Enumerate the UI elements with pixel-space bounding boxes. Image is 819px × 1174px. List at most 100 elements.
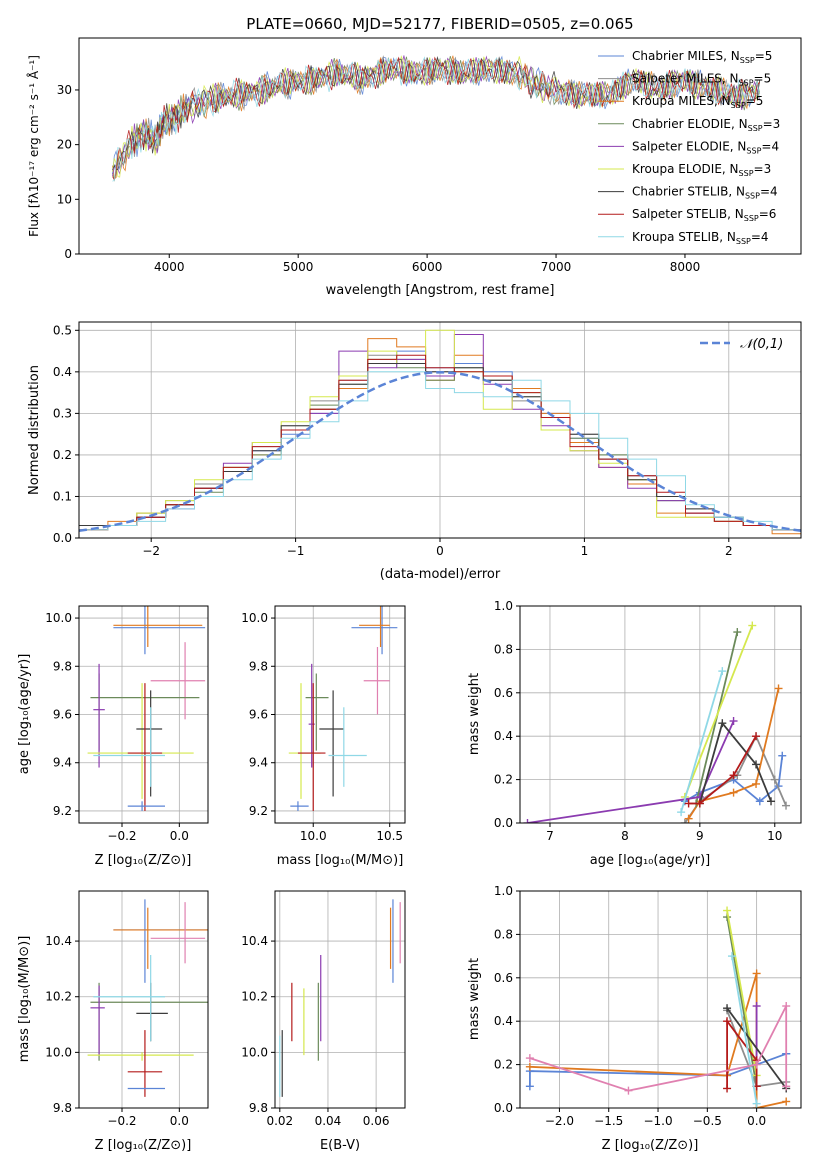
weight-marker: [723, 906, 732, 915]
data-point: [305, 673, 329, 751]
data-point: [328, 707, 367, 787]
legend-entry: Salpeter ELODIE, NSSP=4: [632, 139, 779, 155]
weight-marker: [729, 788, 738, 797]
x-tick-label: 1: [581, 544, 589, 558]
y-tick-label: 0.4: [53, 365, 72, 379]
y-tick-label: 9.8: [249, 659, 268, 673]
legend-entry: Chabrier ELODIE, NSSP=3: [632, 117, 780, 133]
x-tick-label: 0.04: [315, 1114, 342, 1128]
mass-age-xlabel: mass [log₁₀(M/M⊙)]: [277, 853, 404, 868]
x-tick-label: 9: [696, 829, 704, 843]
x-tick-label: −2.0: [545, 1114, 574, 1128]
axes-frame: [78, 321, 802, 539]
age-weight-panel: 7 8 9 10 0.0 0.2 0.4 0.6 0.8 1.0 age [log₁₀(age/y…: [467, 599, 802, 868]
age-weight-ylabel: mass weight: [467, 673, 482, 755]
weight-marker: [729, 771, 738, 780]
y-tick-label: 10: [57, 192, 72, 206]
weight-series-line: [684, 755, 784, 803]
data-point: [93, 707, 165, 787]
data-point: [93, 663, 105, 768]
x-tick-label: 8000: [670, 260, 701, 274]
residual-ylabel: Normed distribution: [27, 365, 42, 495]
weight-series-line: [726, 910, 758, 1076]
x-tick-label: 7000: [541, 260, 572, 274]
weight-lines: [525, 906, 791, 1108]
spectrum-series-line: [112, 56, 761, 182]
weight-marker: [723, 1017, 732, 1026]
x-tick-label: −1: [287, 544, 305, 558]
normal-reference-curve: [79, 371, 801, 532]
ebv-mass-xlabel: E(B-V): [320, 1138, 360, 1153]
data-point: [308, 663, 315, 768]
data-point: [127, 801, 165, 811]
x-tick-label: 6000: [412, 260, 443, 274]
weight-marker: [723, 1084, 732, 1093]
x-tick-label: −1.0: [643, 1114, 672, 1128]
weight-marker: [727, 952, 736, 961]
weight-marker: [782, 1097, 791, 1106]
weight-series-line: [726, 1007, 787, 1090]
z-mass-panel: −0.2 0.0 9.8 10.0 10.2 10.4 Z [log₁₀(Z/Z⊙)] m…: [17, 890, 209, 1153]
y-tick-label: 0.2: [53, 448, 72, 462]
y-tick-label: 0.6: [494, 971, 513, 985]
weight-marker: [752, 779, 761, 788]
mass-age-panel: 10.0 10.5 9.2 9.4 9.6 9.8 10.0 mass [log₁₀(M/M…: [241, 605, 406, 868]
x-tick-label: 10.5: [376, 829, 403, 843]
x-tick-label: 7: [546, 829, 554, 843]
weight-marker: [729, 717, 738, 726]
z-mass-xlabel: Z [log₁₀(Z/Z⊙)]: [95, 1138, 192, 1153]
y-tick-label: 9.2: [53, 804, 72, 818]
y-tick-label: 0.6: [494, 686, 513, 700]
y-tick-label: 0.4: [494, 729, 513, 743]
weight-marker: [767, 797, 776, 806]
weight-marker: [695, 799, 704, 808]
data-point: [113, 907, 208, 969]
legend-entry: Salpeter MILES, NSSP=5: [632, 72, 771, 88]
x-tick-label: 0: [436, 544, 444, 558]
x-tick-label: 5000: [283, 260, 314, 274]
axes-frame: [519, 605, 802, 824]
z-age-panel: −0.2 0.09.29.49.69.810.0 Z [log₁₀(Z/Z⊙)] …: [17, 605, 209, 868]
legend-entry: Chabrier MILES, NSSP=5: [632, 49, 772, 65]
y-tick-label: 0.1: [53, 489, 72, 503]
x-tick-label: 8: [621, 829, 629, 843]
x-tick-label: 0.0: [170, 829, 189, 843]
weight-marker: [752, 969, 761, 978]
weight-marker: [752, 1099, 761, 1108]
y-tick-label: 0: [64, 247, 72, 261]
data-point: [87, 1052, 194, 1061]
weight-marker: [677, 808, 686, 817]
x-tick-label: 10: [767, 829, 782, 843]
data-point: [113, 606, 206, 655]
data-point: [93, 954, 165, 1042]
weight-series-line: [698, 721, 772, 804]
z-weight-xlabel: Z [log₁₀(Z/Z⊙)]: [602, 1138, 699, 1153]
x-tick-label: 0.06: [363, 1114, 390, 1128]
data-point: [150, 902, 206, 964]
y-tick-label: 0.5: [53, 323, 72, 337]
y-tick-label: 10.0: [45, 1045, 72, 1059]
y-tick-label: 10.0: [241, 611, 268, 625]
weight-marker: [770, 775, 779, 784]
spectrum-ylabel: Flux [fλ10⁻¹⁷ erg cm⁻² s⁻¹ Å⁻¹]: [26, 55, 41, 237]
age-weight-xlabel: age [log₁₀(age/yr)]: [590, 853, 711, 868]
y-tick-label: 9.8: [53, 659, 72, 673]
y-tick-label: 1.0: [494, 599, 513, 613]
axes-frame: [78, 605, 209, 824]
weight-marker: [782, 1002, 791, 1011]
spectrum-series-line: [112, 56, 761, 171]
spectrum-xlabel: wavelength [Angstrom, rest frame]: [326, 283, 555, 298]
y-tick-label: 0.0: [53, 531, 72, 545]
weight-marker: [778, 751, 787, 760]
weight-marker: [782, 1082, 791, 1091]
z-weight-ylabel: mass weight: [467, 958, 482, 1040]
axes-frame: [78, 890, 209, 1109]
y-tick-label: 10.2: [45, 990, 72, 1004]
x-tick-label: −0.5: [693, 1114, 722, 1128]
residual-panel: −2 −1 0 1 2 0.0 0.1 0.2 0.3 0.4 0.5 𝒩(0,1) (data-mo…: [27, 321, 802, 582]
weight-series-line: [726, 1018, 758, 1089]
x-tick-label: −2: [142, 544, 160, 558]
spectrum-series-line: [112, 55, 761, 178]
y-tick-label: 30: [57, 83, 72, 97]
